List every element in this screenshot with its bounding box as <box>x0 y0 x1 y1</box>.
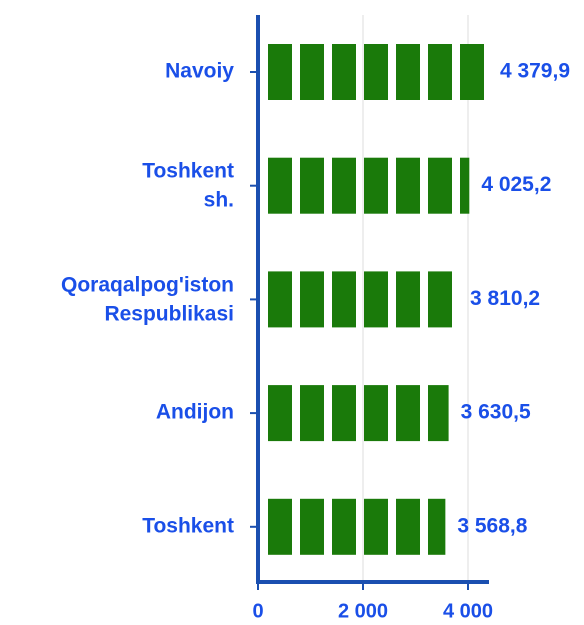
x-tick-label: 4 000 <box>443 600 493 622</box>
label-line: sh. <box>204 188 234 211</box>
label-line: Toshkent <box>142 159 234 182</box>
value-label: 3 568,8 <box>457 514 527 537</box>
y-tick-label: Andijon <box>156 401 234 424</box>
bar <box>258 271 459 328</box>
x-tick-label: 2 000 <box>338 600 388 622</box>
y-tick-label: Toshkent sh. <box>142 159 234 211</box>
label-line: Qoraqalpog'iston <box>61 273 234 296</box>
y-tick-label: Toshkent <box>142 514 234 537</box>
bar <box>258 498 446 555</box>
bar <box>258 157 470 214</box>
value-label: 4 379,9 <box>500 60 570 83</box>
bar <box>258 385 449 442</box>
bar <box>258 44 488 100</box>
value-label: 4 025,2 <box>481 173 551 196</box>
y-tick-label: Navoiy <box>165 60 234 83</box>
y-tick-label: Qoraqalpog'iston Respublikasi <box>61 273 234 325</box>
x-tick-label: 0 <box>252 600 263 622</box>
label-line: Respublikasi <box>104 302 234 325</box>
value-label: 3 810,2 <box>470 287 540 310</box>
value-label: 3 630,5 <box>461 401 531 424</box>
